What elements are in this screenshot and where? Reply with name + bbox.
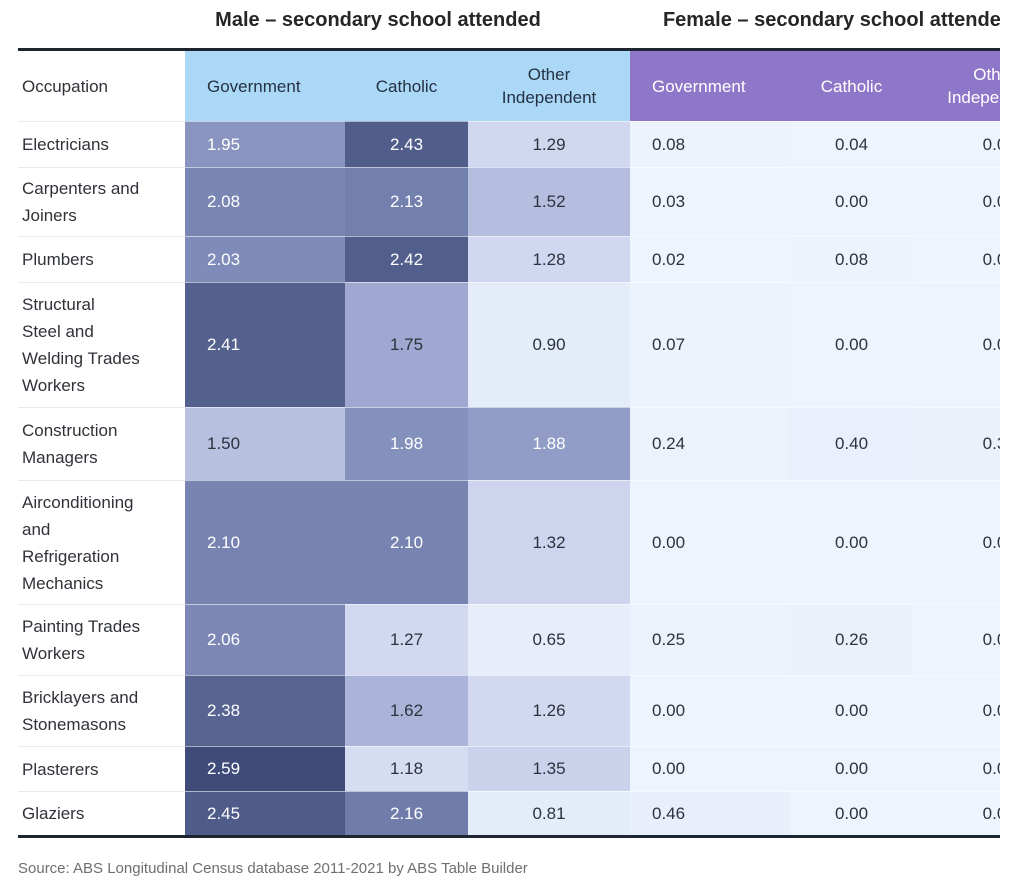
heatmap-cell: 2.42 bbox=[345, 236, 468, 282]
heatmap-cell: 0.24 bbox=[630, 407, 790, 480]
heatmap-cell: 0.40 bbox=[790, 407, 913, 480]
female-government-header: Government bbox=[630, 51, 790, 121]
heatmap-cell: 0.0 bbox=[913, 167, 1000, 236]
heatmap-cell: 0.00 bbox=[790, 480, 913, 604]
heatmap-cell: 0.0 bbox=[913, 121, 1000, 167]
row-label: Painting Trades Workers bbox=[18, 604, 185, 675]
heatmap-cell: 2.43 bbox=[345, 121, 468, 167]
female-catholic-header: Catholic bbox=[790, 51, 913, 121]
row-label: Glaziers bbox=[18, 791, 185, 835]
male-government-header: Government bbox=[185, 51, 345, 121]
row-label: Carpenters and Joiners bbox=[18, 167, 185, 236]
heatmap-cell: 0.0 bbox=[913, 791, 1000, 835]
heatmap-cell: 1.28 bbox=[468, 236, 630, 282]
row-label: Construction Managers bbox=[18, 407, 185, 480]
heatmap-cell: 0.0 bbox=[913, 480, 1000, 604]
heatmap-table: Occupation Government Catholic Other Ind… bbox=[18, 51, 1000, 835]
female-other-independent-header: Other Independent bbox=[913, 51, 1000, 121]
row-label: Electricians bbox=[18, 121, 185, 167]
heatmap-cell: 1.18 bbox=[345, 746, 468, 791]
source-note: Source: ABS Longitudinal Census database… bbox=[18, 860, 528, 877]
heatmap-cell: 0.00 bbox=[790, 791, 913, 835]
heatmap-cell: 1.95 bbox=[185, 121, 345, 167]
heatmap-cell: 2.10 bbox=[345, 480, 468, 604]
heatmap-cell: 0.0 bbox=[913, 282, 1000, 407]
heatmap-cell: 1.62 bbox=[345, 675, 468, 746]
occupation-column-header: Occupation bbox=[18, 51, 185, 121]
heatmap-cell: 0.08 bbox=[790, 236, 913, 282]
bottom-rule bbox=[18, 835, 1000, 838]
row-label: Plumbers bbox=[18, 236, 185, 282]
heatmap-cell: 2.16 bbox=[345, 791, 468, 835]
heatmap-cell: 0.26 bbox=[790, 604, 913, 675]
heatmap-cell: 2.03 bbox=[185, 236, 345, 282]
row-label: Airconditioning and Refrigeration Mechan… bbox=[18, 480, 185, 604]
heatmap-cell: 1.35 bbox=[468, 746, 630, 791]
heatmap-cell: 0.07 bbox=[630, 282, 790, 407]
heatmap-cell: 2.08 bbox=[185, 167, 345, 236]
heatmap-cell: 2.38 bbox=[185, 675, 345, 746]
heatmap-cell: 0.0 bbox=[913, 746, 1000, 791]
heatmap-cell: 0.65 bbox=[468, 604, 630, 675]
heatmap-cell: 0.08 bbox=[630, 121, 790, 167]
male-catholic-header: Catholic bbox=[345, 51, 468, 121]
heatmap-cell: 0.00 bbox=[630, 480, 790, 604]
heatmap-cell: 0.00 bbox=[790, 167, 913, 236]
heatmap-cell: 2.45 bbox=[185, 791, 345, 835]
heatmap-cell: 1.27 bbox=[345, 604, 468, 675]
heatmap-cell: 0.3 bbox=[913, 407, 1000, 480]
heatmap-cell: 1.26 bbox=[468, 675, 630, 746]
row-label: Bricklayers and Stonemasons bbox=[18, 675, 185, 746]
heatmap-cell: 0.0 bbox=[913, 604, 1000, 675]
heatmap-cell: 0.90 bbox=[468, 282, 630, 407]
top-rule bbox=[18, 48, 1000, 51]
heatmap-cell: 2.41 bbox=[185, 282, 345, 407]
heatmap-cell: 1.75 bbox=[345, 282, 468, 407]
heatmap-cell: 0.02 bbox=[630, 236, 790, 282]
heatmap-cell: 1.29 bbox=[468, 121, 630, 167]
row-label: Plasterers bbox=[18, 746, 185, 791]
heatmap-cell: 0.81 bbox=[468, 791, 630, 835]
heatmap-cell: 1.88 bbox=[468, 407, 630, 480]
heatmap-cell: 2.13 bbox=[345, 167, 468, 236]
heatmap-cell: 0.0 bbox=[913, 236, 1000, 282]
heatmap-cell: 2.10 bbox=[185, 480, 345, 604]
heatmap-cell: 0.0 bbox=[913, 675, 1000, 746]
heatmap-cell: 1.32 bbox=[468, 480, 630, 604]
heatmap-cell: 0.00 bbox=[790, 746, 913, 791]
heatmap-cell: 0.00 bbox=[630, 675, 790, 746]
heatmap-cell: 0.00 bbox=[630, 746, 790, 791]
female-section-title: Female – secondary school attended bbox=[662, 9, 1000, 31]
heatmap-cell: 1.50 bbox=[185, 407, 345, 480]
male-section-title: Male – secondary school attended bbox=[215, 9, 541, 31]
heatmap-cell: 0.25 bbox=[630, 604, 790, 675]
male-other-independent-header: Other Independent bbox=[468, 51, 630, 121]
table-clip-area: Male – secondary school attended Female … bbox=[18, 9, 1000, 838]
heatmap-cell: 0.03 bbox=[630, 167, 790, 236]
row-label: Structural Steel and Welding Trades Work… bbox=[18, 282, 185, 407]
heatmap-cell: 0.04 bbox=[790, 121, 913, 167]
heatmap-cell: 1.98 bbox=[345, 407, 468, 480]
heatmap-cell: 0.00 bbox=[790, 675, 913, 746]
heatmap-cell: 0.00 bbox=[790, 282, 913, 407]
heatmap-cell: 1.52 bbox=[468, 167, 630, 236]
heatmap-cell: 0.46 bbox=[630, 791, 790, 835]
heatmap-cell: 2.06 bbox=[185, 604, 345, 675]
heatmap-cell: 2.59 bbox=[185, 746, 345, 791]
